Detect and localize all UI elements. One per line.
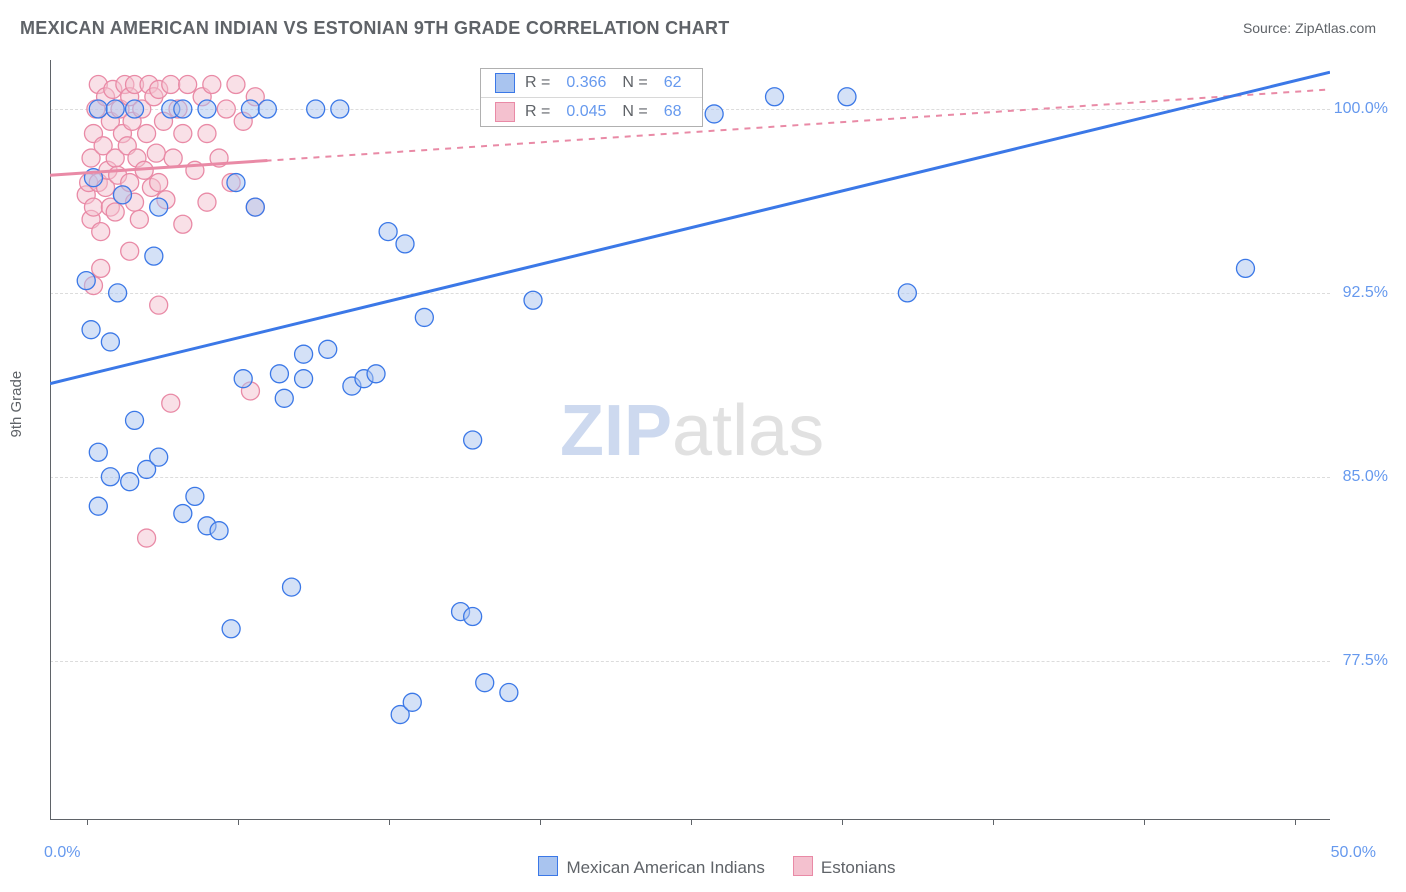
data-point (126, 411, 144, 429)
data-point (121, 473, 139, 491)
chart-title: MEXICAN AMERICAN INDIAN VS ESTONIAN 9TH … (20, 18, 730, 39)
data-point (89, 497, 107, 515)
data-point (109, 284, 127, 302)
data-point (705, 105, 723, 123)
data-point (295, 345, 313, 363)
y-tick-label: 85.0% (1343, 468, 1388, 486)
data-point (174, 125, 192, 143)
rn-r-value: 0.366 (560, 74, 612, 92)
rn-r-label: R = (525, 103, 550, 121)
data-point (138, 529, 156, 547)
data-point (524, 291, 542, 309)
legend-swatch (495, 73, 515, 93)
data-point (275, 389, 293, 407)
data-point (331, 100, 349, 118)
data-point (203, 76, 221, 94)
data-point (174, 505, 192, 523)
data-point (766, 88, 784, 106)
data-point (89, 100, 107, 118)
data-point (198, 193, 216, 211)
data-point (150, 198, 168, 216)
y-tick-label: 77.5% (1343, 652, 1388, 670)
y-tick-label: 92.5% (1343, 284, 1388, 302)
data-point (396, 235, 414, 253)
data-point (241, 100, 259, 118)
data-point (222, 620, 240, 638)
legend-swatch (538, 856, 558, 876)
data-point (121, 242, 139, 260)
data-point (174, 100, 192, 118)
legend-series-label: Mexican American Indians (566, 858, 764, 877)
data-point (147, 144, 165, 162)
data-point (82, 321, 100, 339)
data-point (227, 76, 245, 94)
data-point (270, 365, 288, 383)
rn-n-label: N = (622, 103, 647, 121)
legend-swatch (495, 102, 515, 122)
data-point (319, 340, 337, 358)
data-point (258, 100, 276, 118)
data-point (92, 223, 110, 241)
data-point (227, 174, 245, 192)
data-point (1236, 259, 1254, 277)
data-point (162, 394, 180, 412)
data-point (84, 198, 102, 216)
data-point (838, 88, 856, 106)
data-point (307, 100, 325, 118)
data-point (162, 76, 180, 94)
data-point (92, 259, 110, 277)
data-point (295, 370, 313, 388)
data-point (476, 674, 494, 692)
data-point (138, 125, 156, 143)
data-point (150, 174, 168, 192)
y-axis-label: 9th Grade (8, 371, 25, 438)
data-point (150, 296, 168, 314)
y-tick-label: 100.0% (1334, 100, 1388, 118)
data-point (179, 76, 197, 94)
data-point (126, 100, 144, 118)
source-label: Source: ZipAtlas.com (1243, 20, 1376, 36)
data-point (106, 203, 124, 221)
rn-legend-box: R = 0.366 N = 62 R = 0.045 N = 68 (480, 68, 703, 127)
data-point (415, 308, 433, 326)
rn-legend-row: R = 0.366 N = 62 (481, 69, 702, 98)
data-point (464, 431, 482, 449)
data-point (198, 100, 216, 118)
data-point (89, 443, 107, 461)
rn-r-label: R = (525, 74, 550, 92)
data-point (367, 365, 385, 383)
rn-r-value: 0.045 (560, 103, 612, 121)
data-point (101, 468, 119, 486)
data-point (379, 223, 397, 241)
legend-series-label: Estonians (821, 858, 896, 877)
data-point (246, 198, 264, 216)
chart-container: MEXICAN AMERICAN INDIAN VS ESTONIAN 9TH … (0, 0, 1406, 892)
data-point (464, 608, 482, 626)
data-point (403, 693, 421, 711)
data-point (130, 210, 148, 228)
data-point (500, 684, 518, 702)
data-point (150, 448, 168, 466)
rn-n-label: N = (622, 74, 647, 92)
data-point (198, 125, 216, 143)
data-point (234, 370, 252, 388)
data-point (283, 578, 301, 596)
data-point (101, 333, 119, 351)
data-point (77, 272, 95, 290)
legend-swatch (793, 856, 813, 876)
rn-legend-row: R = 0.045 N = 68 (481, 98, 702, 126)
data-point (210, 522, 228, 540)
data-point (106, 100, 124, 118)
scatter-svg (50, 60, 1330, 820)
data-point (186, 487, 204, 505)
rn-n-value: 62 (658, 74, 688, 92)
series-legend: Mexican American Indians Estonians (0, 856, 1406, 878)
data-point (898, 284, 916, 302)
data-point (145, 247, 163, 265)
data-point (174, 215, 192, 233)
rn-n-value: 68 (658, 103, 688, 121)
data-point (164, 149, 182, 167)
data-point (217, 100, 235, 118)
data-point (113, 186, 131, 204)
